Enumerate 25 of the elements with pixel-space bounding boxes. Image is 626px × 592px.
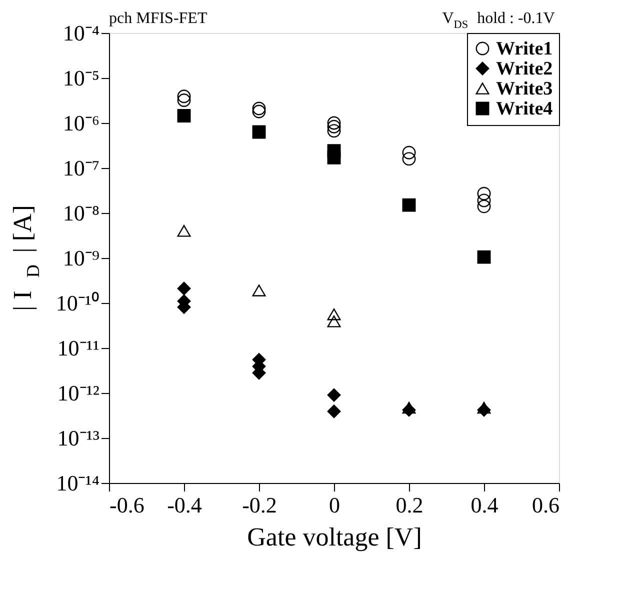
x-tick-label: 0.4	[470, 492, 498, 518]
x-tick-label: -0.2	[242, 492, 277, 518]
y-tick-label: 10⁻⁸	[62, 200, 100, 226]
y-tick-label: 10⁻⁷	[62, 156, 100, 180]
y-tick-label: 10⁻¹²	[57, 380, 100, 406]
y-tick-label: 10⁻⁹	[62, 246, 100, 270]
y-tick-label: 10⁻¹³	[57, 426, 100, 450]
legend-label: Write3	[496, 78, 553, 100]
y-tick-label: 10⁻¹¹	[57, 336, 100, 360]
x-tick-label: 0	[329, 492, 340, 518]
x-tick-label: 0.6	[532, 492, 560, 518]
y-tick-label: 10⁻¹⁰	[56, 290, 100, 316]
legend-label: Write4	[496, 98, 554, 120]
x-tick-label: 0.2	[396, 492, 424, 518]
text: pch MFIS-FET	[109, 10, 208, 27]
y-tick-label: 10⁻¹⁴	[56, 470, 100, 496]
legend-label: Write2	[496, 58, 553, 80]
x-axis-title: Gate voltage [V]	[247, 522, 422, 552]
y-tick-label: 10⁻⁴	[62, 20, 100, 46]
y-tick-label: 10⁻⁵	[62, 66, 100, 90]
x-tick-label: -0.4	[167, 492, 202, 518]
legend-label: Write1	[496, 38, 553, 60]
y-axis-title: | ID | [A]	[8, 205, 43, 311]
y-tick-label: 10⁻⁶	[62, 110, 100, 136]
x-tick-label: -0.6	[110, 492, 144, 518]
